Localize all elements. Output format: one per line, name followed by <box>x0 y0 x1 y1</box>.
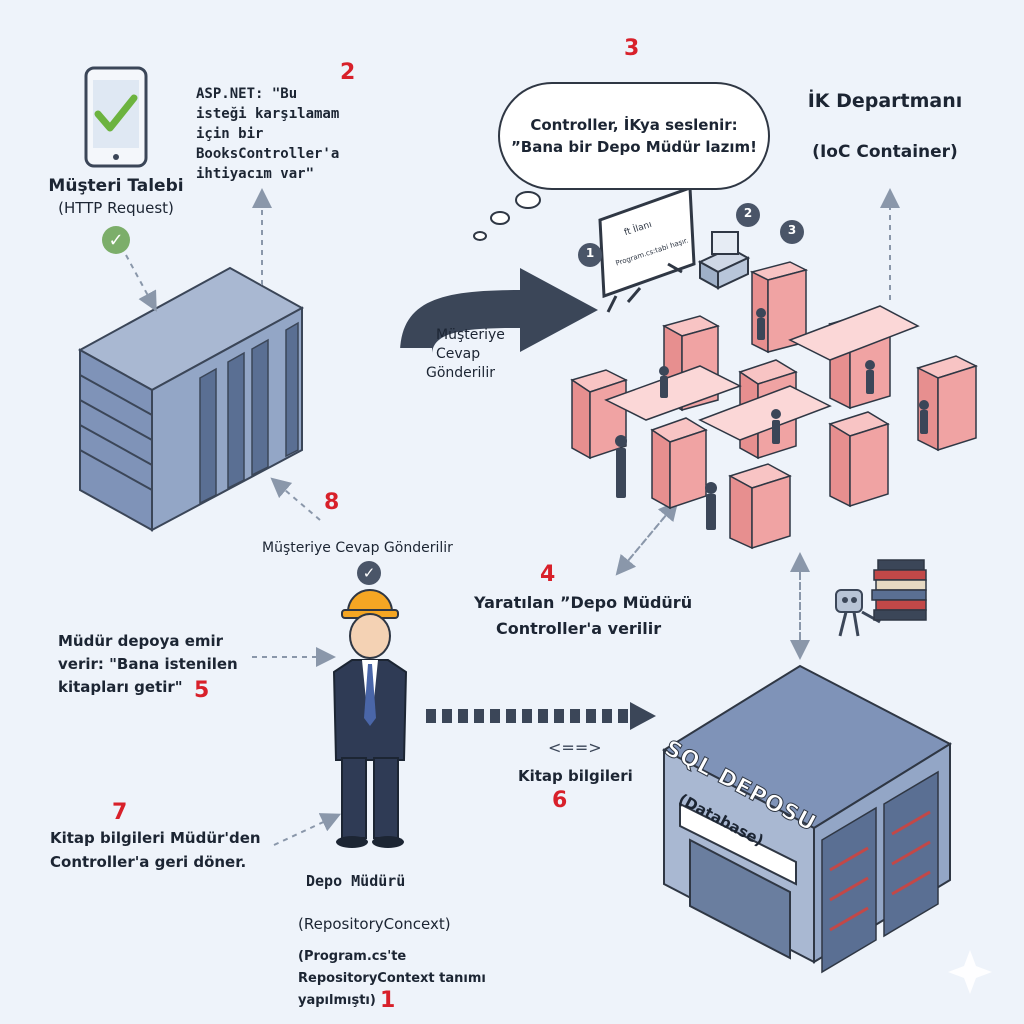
big-curved-arrow <box>398 268 598 355</box>
office-badge-3: 3 <box>787 223 797 237</box>
created-line-2: Controller'a verilir <box>496 619 662 638</box>
bubble-line-2: ”Bana bir Depo Müdür lazım! <box>510 138 758 156</box>
manager-note: (Program.cs'te RepositoryContext tanımı … <box>298 949 486 1008</box>
client-title: Müşteri Talebi <box>48 176 184 196</box>
arrow-label: Müşteriye Cevap Gönderilir <box>426 327 505 381</box>
phone-icon <box>84 66 148 168</box>
whiteboard <box>598 185 696 313</box>
hr-title: İK Departmanı <box>807 90 963 112</box>
manager-to-database-arrow <box>426 702 656 730</box>
step-number-7: 7 <box>112 800 128 825</box>
bubble-line-1: Controller, İKya seslenir: <box>530 116 738 134</box>
created-line-1: Yaratılan ”Depo Müdürü <box>474 593 693 612</box>
office-building <box>77 266 305 532</box>
books-stack-icon <box>871 559 927 621</box>
step-number-2: 2 <box>340 60 356 85</box>
step-number-8: 8 <box>324 490 340 515</box>
book-info-label: Kitap bilgileri <box>518 767 633 785</box>
robot-icon <box>835 589 881 637</box>
thought-bubble: Controller, İKya seslenir: ”Bana bir Dep… <box>498 82 770 190</box>
database-building <box>661 664 953 974</box>
step-number-6: 6 <box>552 788 568 813</box>
office-badge-circles <box>578 203 804 267</box>
manager-figure <box>332 589 408 848</box>
cubicles <box>570 261 978 550</box>
sparkle-icon <box>948 950 992 994</box>
step-number-5: 5 <box>194 678 210 703</box>
client-subtitle: (HTTP Request) <box>58 199 174 217</box>
check-icon: ✓ <box>102 226 130 254</box>
step-number-3: 3 <box>624 36 640 61</box>
manager-title: Depo Müdürü <box>306 872 406 890</box>
response-label: Müşteriye Cevap Gönderilir <box>262 540 453 556</box>
step-number-1: 1 <box>380 988 396 1013</box>
return-info-text: Kitap bilgileri Müdür'den Controller'a g… <box>50 829 261 871</box>
manager-subtitle: (RepositoryConcext) <box>298 915 451 933</box>
step-number-4: 4 <box>540 562 556 587</box>
check-icon-dark: ✓ <box>357 561 381 585</box>
dashed-arrows <box>125 188 900 846</box>
hr-subtitle: (IoC Container) <box>812 142 958 162</box>
book-info-arrows: <==> <box>548 738 602 757</box>
printer-icon <box>697 231 751 290</box>
office-badge-1: 1 <box>585 246 595 260</box>
thought-trail <box>473 191 541 241</box>
aspnet-message: ASP.NET: "Bu isteği karşılamam için bir … <box>196 86 340 182</box>
office-badge-2: 2 <box>743 206 753 220</box>
office-workers <box>615 308 929 530</box>
order-text: Müdür depoya emir verir: "Bana istenilen… <box>58 632 238 696</box>
